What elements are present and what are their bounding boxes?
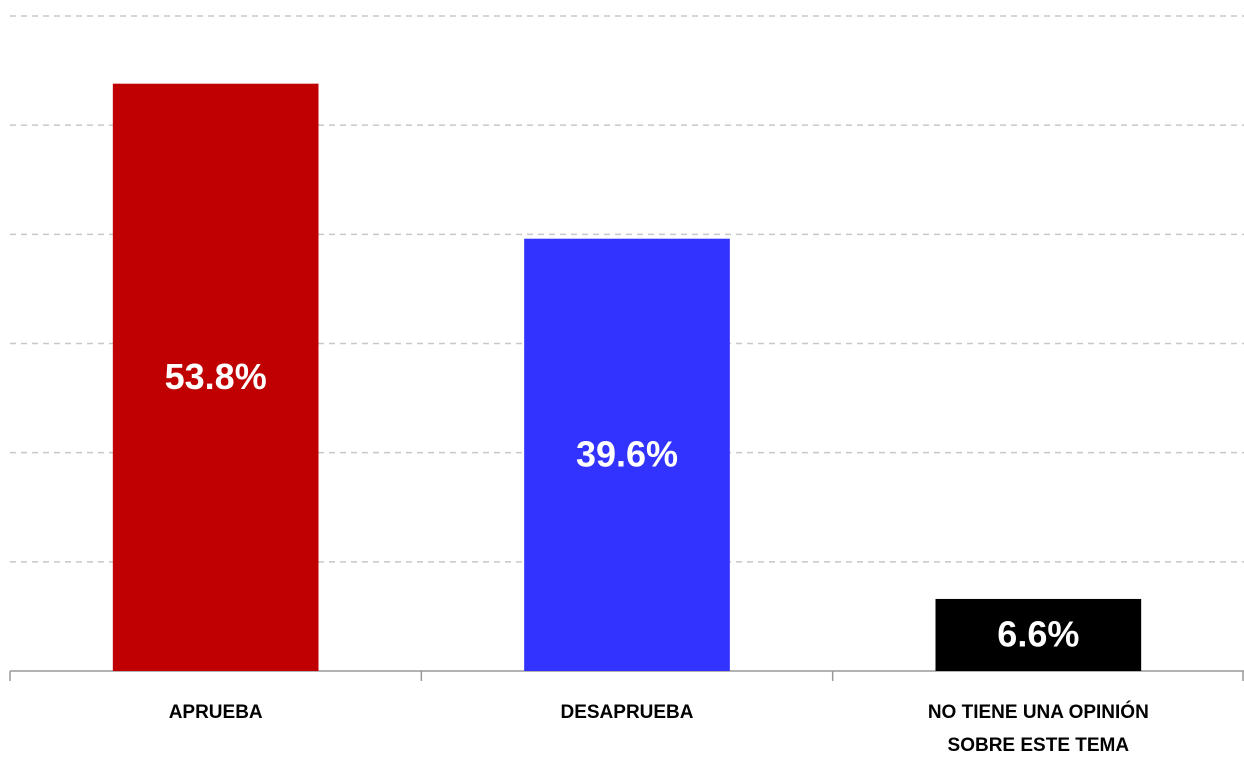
x-tick-label: APRUEBA <box>169 702 263 723</box>
bar <box>112 83 319 671</box>
value-label: 53.8% <box>165 356 267 397</box>
x-tick-label: DESAPRUEBA <box>560 702 693 723</box>
value-label: 39.6% <box>576 433 678 474</box>
bar <box>524 238 730 671</box>
x-tick-label: NO TIENE UNA OPINIÓN SOBRE ESTE TEMA <box>928 701 1149 756</box>
value-label: 6.6% <box>997 613 1079 654</box>
bar <box>935 598 1142 671</box>
